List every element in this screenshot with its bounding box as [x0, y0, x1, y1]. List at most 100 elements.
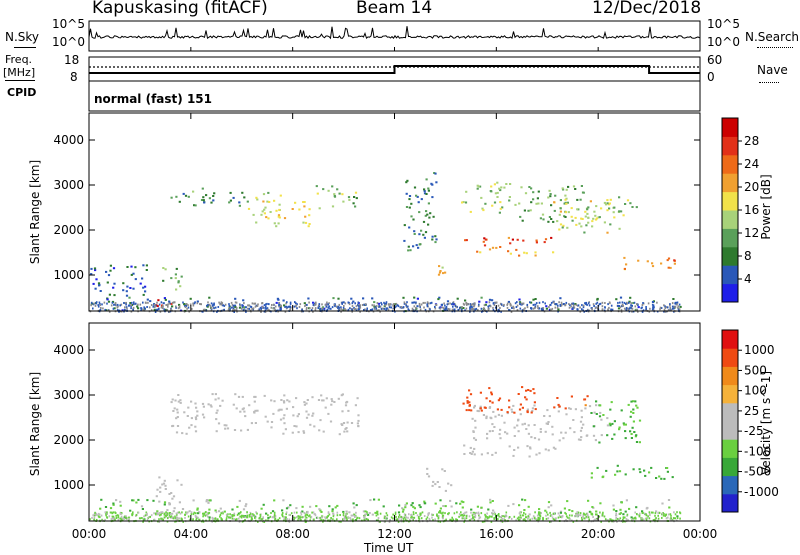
scatter-cell	[638, 468, 641, 471]
ground-cell	[290, 512, 293, 515]
scatter-cell	[537, 202, 540, 205]
scatter-cell	[584, 407, 587, 410]
station-title: Kapuskasing (fitACF)	[92, 0, 268, 18]
scatter-cell	[674, 301, 677, 304]
scatter-cell	[595, 400, 598, 403]
ground-cell	[576, 511, 578, 514]
scatter-cell	[667, 266, 670, 269]
scatter-cell	[236, 505, 239, 508]
ground-cell	[125, 301, 127, 304]
ground-cell	[657, 511, 659, 514]
ground-cell	[623, 307, 626, 310]
ground-cell	[653, 306, 655, 309]
ground-cell	[155, 309, 158, 312]
scatter-cell	[113, 307, 116, 310]
ground-cell	[120, 518, 123, 521]
beam-label: Beam 14	[356, 0, 433, 18]
scatter-cell	[543, 241, 546, 244]
scatter-cell	[107, 274, 111, 277]
ground-cell	[277, 518, 279, 521]
ground-cell	[412, 513, 415, 516]
scatter-cell	[492, 509, 495, 512]
ground-cell	[259, 515, 262, 518]
scatter-cell	[261, 210, 264, 213]
scatter-cell	[595, 404, 598, 407]
scatter-cell	[277, 214, 281, 217]
ground-cell	[541, 308, 544, 311]
ground-cell	[265, 303, 267, 306]
scatter-cell	[320, 511, 323, 513]
ground-cell	[224, 303, 227, 306]
scatter-cell	[566, 201, 569, 204]
ground-cell	[636, 303, 638, 306]
scatter-cell	[305, 402, 308, 405]
scatter-cell	[476, 250, 479, 253]
scatter-cell	[476, 505, 479, 508]
ground-cell	[537, 307, 539, 310]
scatter-cell	[279, 418, 283, 421]
scatter-cell	[603, 201, 606, 204]
ground-cell	[503, 515, 506, 518]
ground-cell	[216, 518, 219, 521]
ground-cell	[505, 514, 507, 517]
ground-cell	[241, 520, 244, 523]
scatter-cell	[163, 501, 167, 504]
scatter-cell	[309, 505, 312, 508]
scatter-cell	[143, 518, 146, 521]
scatter-cell	[346, 421, 349, 424]
ground-cell	[388, 521, 391, 523]
ground-cell	[491, 513, 494, 516]
scatter-cell	[318, 508, 321, 511]
scatter-cell	[565, 413, 568, 416]
ground-cell	[316, 516, 319, 519]
ground-cell	[328, 305, 331, 308]
scatter-cell	[416, 195, 419, 198]
scatter-cell	[311, 396, 314, 399]
scatter-cell	[408, 198, 411, 201]
ground-cell	[111, 517, 114, 520]
scatter-cell	[476, 187, 479, 190]
ground-cell	[472, 308, 475, 311]
power-colorbar-swatch	[722, 173, 738, 193]
scatter-cell	[651, 265, 655, 268]
ground-cell	[285, 518, 287, 521]
ground-cell	[534, 511, 536, 514]
scatter-cell	[327, 412, 330, 415]
ground-cell	[353, 306, 355, 309]
ground-cell	[172, 516, 175, 519]
scatter-cell	[134, 266, 137, 269]
scatter-cell	[405, 192, 408, 195]
ground-cell	[398, 514, 401, 516]
ground-cell	[566, 516, 569, 519]
scatter-cell	[233, 429, 237, 431]
scatter-cell	[302, 430, 305, 433]
scatter-cell	[500, 414, 503, 417]
ground-cell	[281, 512, 284, 514]
ground-cell	[184, 306, 187, 309]
ground-cell	[260, 518, 263, 521]
ground-cell	[474, 516, 477, 519]
scatter-cell	[342, 309, 345, 312]
ground-cell	[439, 307, 442, 310]
ground-cell	[176, 513, 178, 516]
scatter-cell	[207, 501, 210, 504]
scatter-cell	[613, 216, 616, 219]
ground-cell	[616, 517, 619, 520]
scatter-cell	[266, 200, 269, 203]
scatter-cell	[402, 508, 405, 511]
ground-cell	[273, 307, 275, 310]
ground-cell	[118, 310, 120, 313]
scatter-cell	[329, 420, 333, 423]
scatter-cell	[304, 221, 308, 224]
ground-cell	[293, 511, 296, 514]
ground-cell	[646, 517, 649, 520]
scatter-cell	[622, 214, 625, 217]
ground-cell	[182, 520, 184, 523]
ground-cell	[506, 303, 508, 306]
scatter-cell	[480, 409, 483, 412]
scatter-cell	[291, 431, 294, 434]
scatter-cell	[337, 297, 340, 300]
x-tick-label: 16:00	[479, 527, 514, 541]
